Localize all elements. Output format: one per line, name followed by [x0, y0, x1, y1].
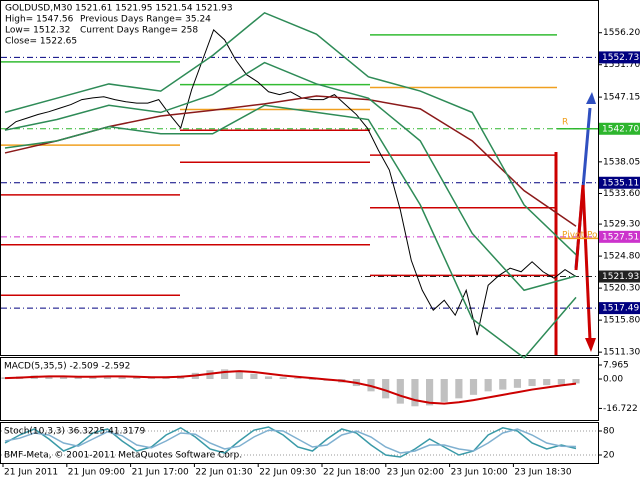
x-tick-label: 23 Jun 10:00: [451, 468, 508, 478]
header-line: GOLDUSD,M30 1521.61 1521.95 1521.54 1521…: [5, 4, 233, 14]
series-line: [4, 428, 577, 454]
series-line: [4, 29, 577, 336]
histogram-bar: [411, 379, 419, 407]
histogram-bar: [74, 377, 82, 380]
histogram-bar: [513, 379, 522, 388]
header-line: Low= 1512.32: [5, 26, 70, 36]
level-label: 1517.49: [602, 304, 639, 314]
y-tick-label: 1511.30: [603, 348, 640, 358]
series-line: [4, 61, 577, 292]
panel-label: MACD(5,35,5) -2.509 -2.592: [4, 362, 130, 372]
level-label: 1542.70: [602, 124, 639, 134]
series-line: [4, 426, 577, 458]
copyright: BMF-Meta, © 2001-2011 MetaQuotes Softwar…: [4, 451, 242, 461]
histogram-bar: [528, 379, 536, 387]
histogram-bar: [426, 379, 434, 406]
macd-frame: [0, 357, 599, 421]
header: GOLDUSD,M30 1521.61 1521.95 1521.54 1521…: [5, 4, 233, 47]
y-tick-label: -16.722: [603, 404, 638, 414]
annotation: R: [562, 117, 568, 127]
histogram-bar: [484, 379, 492, 392]
y-tick-label: 1547.15: [603, 93, 640, 103]
y-tick-label: 1520.30: [603, 284, 640, 294]
histogram-bar: [235, 371, 243, 380]
level-box: [599, 176, 640, 189]
x-tick-label: 22 Jun 18:00: [323, 468, 380, 478]
level-label: 1535.11: [602, 178, 639, 188]
x-tick-label: 21 Jun 17:00: [132, 468, 189, 478]
series-line: [4, 11, 577, 256]
red-arrow-up: [574, 184, 585, 271]
x-tick-label: 22 Jun 01:30: [195, 468, 252, 478]
level-box: [599, 51, 640, 64]
x-tick-label: 21 Jun 2011: [4, 468, 58, 478]
histogram-bar: [499, 379, 507, 390]
y-tick-label: 0.00: [603, 375, 623, 385]
histogram-bar: [59, 376, 68, 380]
histogram-bar: [279, 377, 287, 380]
level-box: [599, 302, 640, 315]
header-line: Current Days Range= 258: [80, 26, 198, 36]
y-tick-label: 80: [603, 427, 615, 437]
histogram-bar: [294, 378, 302, 380]
level-box: [599, 230, 640, 243]
level-label: 1527.51: [602, 232, 639, 242]
panel-label: Stoch(10,3,3) 36.3225 41.3179: [4, 427, 145, 437]
stoch-frame: [0, 422, 599, 464]
y-tick-label: 1524.80: [603, 252, 640, 262]
annotation: Pivot Po: [562, 230, 598, 240]
histogram-bar: [250, 373, 258, 380]
series-line: [4, 104, 577, 359]
red-arrow: [581, 184, 592, 341]
y-tick-label: 1533.60: [603, 189, 640, 199]
red-arrow-head: [585, 338, 596, 352]
y-tick-label: 20: [603, 451, 615, 461]
y-tick-label: 1538.05: [603, 157, 640, 167]
histogram-bar: [264, 376, 273, 380]
y-tick-label: 1515.80: [603, 316, 640, 326]
histogram-bar: [572, 379, 580, 384]
histogram-bar: [557, 379, 565, 385]
level-box: [599, 122, 640, 135]
signal-line: [4, 370, 577, 405]
histogram-bar: [543, 379, 551, 386]
histogram-bar: [440, 379, 448, 402]
histogram-bar: [147, 378, 155, 380]
histogram-bar: [133, 377, 141, 380]
blue-arrow-head: [586, 92, 596, 104]
level-label: 1521.93: [602, 272, 639, 282]
y-tick-label: 1551.70: [603, 60, 640, 70]
header-line: Previous Days Range= 35.24: [80, 15, 211, 25]
y-tick-label: 1556.20: [603, 28, 640, 38]
x-tick-label: 21 Jun 09:00: [68, 468, 125, 478]
level-box: [599, 270, 640, 283]
y-tick-label: 7.965: [603, 361, 629, 371]
histogram-bar: [308, 379, 317, 380]
histogram-bar: [221, 369, 229, 380]
histogram-bar: [396, 379, 404, 404]
histogram-bar: [469, 379, 478, 395]
header-line: Close= 1522.65: [5, 37, 77, 47]
header-line: High= 1547.56: [5, 15, 74, 25]
histogram-bar: [382, 379, 390, 399]
x-tick-label: 22 Jun 09:30: [259, 468, 316, 478]
x-tick-label: 23 Jun 02:00: [387, 468, 444, 478]
histogram-bar: [455, 379, 463, 399]
level-label: 1552.73: [602, 53, 639, 63]
main-frame: [0, 0, 599, 356]
y-tick-label: 1529.30: [603, 220, 640, 230]
histogram-bar: [118, 376, 126, 380]
x-tick-label: 23 Jun 18:30: [514, 468, 571, 478]
